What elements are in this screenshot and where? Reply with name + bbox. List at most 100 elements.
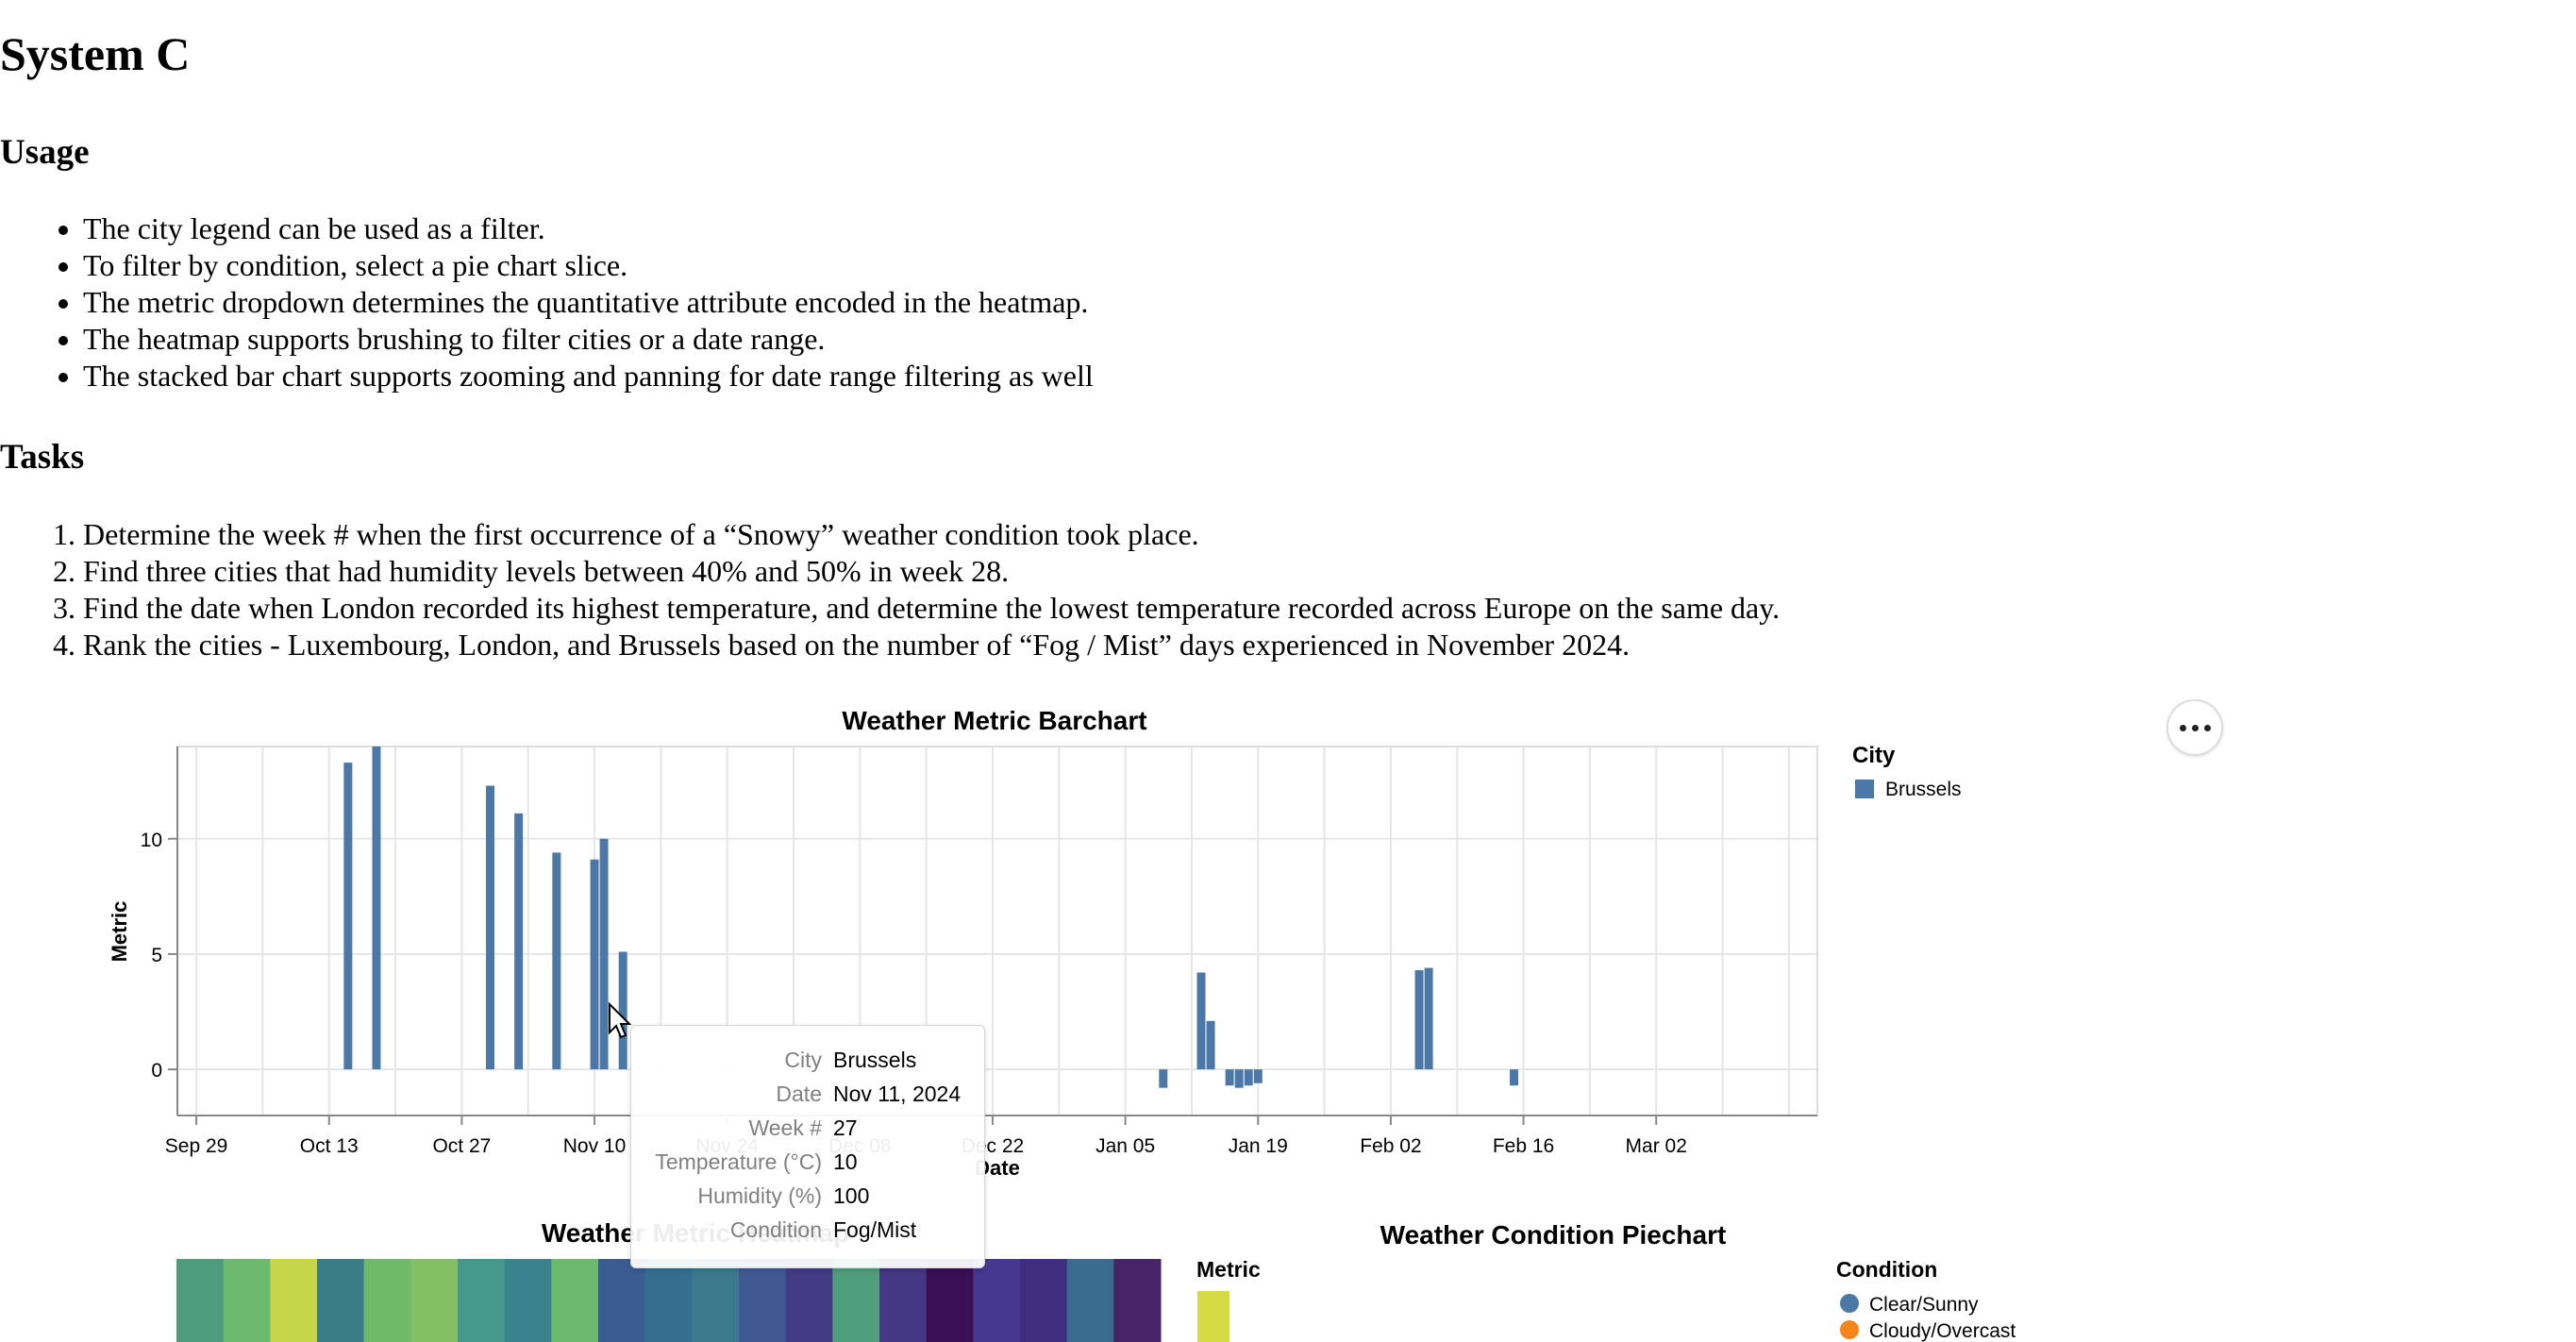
tooltip-value: Nov 11, 2024 [833,1081,962,1106]
usage-item: The metric dropdown determines the quant… [83,284,1094,321]
bar[interactable] [514,813,524,1070]
x-tick-label: Jan 19 [1229,1135,1288,1157]
x-tick-label: Feb 02 [1360,1135,1421,1157]
heatmap-cell[interactable] [973,1259,1021,1342]
heatmap-cell[interactable] [739,1259,787,1342]
bar[interactable] [486,785,495,1070]
bar[interactable] [1234,1069,1244,1088]
heatmap-cell[interactable] [270,1259,318,1342]
usage-list: The city legend can be used as a filter.… [0,210,1094,394]
heatmap-cell[interactable] [551,1259,599,1342]
tooltip-value: 100 [833,1183,870,1208]
tooltip-key: Week # [748,1115,822,1140]
tooltip-key: Condition [729,1216,822,1242]
heatmap-cell[interactable] [1113,1259,1162,1342]
bar[interactable] [1510,1069,1519,1086]
task-item: Determine the week # when the first occu… [83,516,1780,553]
bar[interactable] [1424,967,1433,1070]
tooltip-row: Week # 27 [631,1111,966,1145]
city-legend[interactable]: City Brussels [1852,743,1962,800]
task-item: Rank the cities - Luxembourg, London, an… [83,627,1780,663]
bar[interactable] [1253,1069,1263,1083]
heatmap-cell[interactable] [176,1259,225,1342]
bar[interactable] [1206,1020,1215,1070]
x-tick-label: Jan 05 [1096,1135,1155,1157]
pie-chart-title: Weather Condition Piechart [1380,1220,1727,1250]
heatmap-cell[interactable] [644,1259,693,1342]
heatmap-legend-gradient [1197,1291,1229,1342]
city-legend-swatch[interactable] [1855,780,1874,798]
city-legend-label[interactable]: Brussels [1885,779,1962,800]
x-tick-label: Sep 29 [165,1135,228,1157]
bar[interactable] [343,763,353,1070]
condition-legend-label[interactable]: Clear/Sunny [1869,1294,1979,1316]
condition-legend-title: Condition [1836,1257,1937,1282]
bar[interactable] [1159,1069,1168,1088]
bar-tooltip: City Brussels Date Nov 11, 2024 Week # 27 Temp… [630,1025,985,1268]
y-tick-label: 5 [151,945,162,966]
usage-item: To filter by condition, select a pie cha… [83,247,1094,284]
x-tick-label: Oct 27 [432,1135,491,1157]
usage-item: The heatmap supports brushing to filter … [83,321,1094,358]
bar[interactable] [372,746,381,1070]
condition-legend-swatch-clear[interactable] [1840,1294,1859,1313]
heatmap-legend-title: Metric [1196,1257,1261,1282]
bar[interactable] [1414,970,1424,1070]
heatmap-cell[interactable] [692,1259,740,1342]
bar[interactable] [1225,1069,1234,1086]
task-item: Find the date when London recorded its h… [83,590,1780,627]
tooltip-key: Date [776,1081,822,1106]
bar-chart-title: Weather Metric Barchart [842,706,1146,735]
y-tick-label: 0 [151,1060,162,1082]
heatmap-cell[interactable] [363,1259,411,1342]
heatmap-cell[interactable] [504,1259,552,1342]
heatmap-cell[interactable] [1066,1259,1114,1342]
tooltip-key: Humidity (%) [697,1183,822,1208]
bar[interactable] [590,859,599,1070]
bar[interactable] [599,838,609,1070]
task-item: Find three cities that had humidity leve… [83,553,1780,590]
tooltip-value: Brussels [833,1047,917,1072]
heatmap-cell[interactable] [598,1259,646,1342]
bar-chart-y-label: Metric [108,901,131,963]
tooltip-row: Date Nov 11, 2024 [631,1077,966,1111]
tooltip-row: Condition Fog/Mist [631,1213,966,1247]
mouse-cursor-icon [609,1001,632,1039]
tooltip-key: City [784,1047,822,1072]
page-title: System C [0,27,191,80]
tooltip-value: 10 [833,1149,858,1174]
bar[interactable] [1244,1069,1253,1086]
heatmap-cell[interactable] [926,1259,974,1342]
usage-item: The stacked bar chart supports zooming a… [83,358,1094,394]
bar[interactable] [618,951,627,1070]
heatmap-cell[interactable] [458,1259,506,1342]
bar[interactable] [1196,972,1206,1070]
condition-legend-label[interactable]: Cloudy/Overcast [1869,1320,2016,1342]
heatmap-cell[interactable] [1020,1259,1068,1342]
heatmap-cell[interactable] [223,1259,271,1342]
heatmap-cell[interactable] [832,1259,880,1342]
bar[interactable] [552,852,561,1070]
heatmap[interactable] [176,1259,1162,1342]
heatmap-cell[interactable] [410,1259,459,1342]
usage-heading: Usage [0,133,90,172]
ellipsis-icon [2179,724,2186,731]
x-tick-label: Feb 16 [1493,1135,1554,1157]
x-tick-label: Mar 02 [1626,1135,1687,1157]
x-tick-label: Oct 13 [300,1135,359,1157]
y-tick-label: 10 [141,830,162,851]
city-legend-title: City [1852,743,1896,768]
heatmap-cell[interactable] [879,1259,928,1342]
bar-chart-grid [176,746,1818,1116]
tasks-list: Determine the week # when the first occu… [0,516,1780,663]
chart-actions-button[interactable] [2166,699,2223,756]
condition-legend-swatch-cloudy[interactable] [1840,1320,1859,1339]
usage-item: The city legend can be used as a filter. [83,210,1094,247]
heatmap-cell[interactable] [785,1259,833,1342]
x-tick-label: Nov 10 [563,1135,627,1157]
heatmap-cell[interactable] [317,1259,365,1342]
plot-frame [176,746,1818,1116]
ellipsis-icon [2203,724,2211,731]
bar-chart-marks [343,746,1519,1088]
